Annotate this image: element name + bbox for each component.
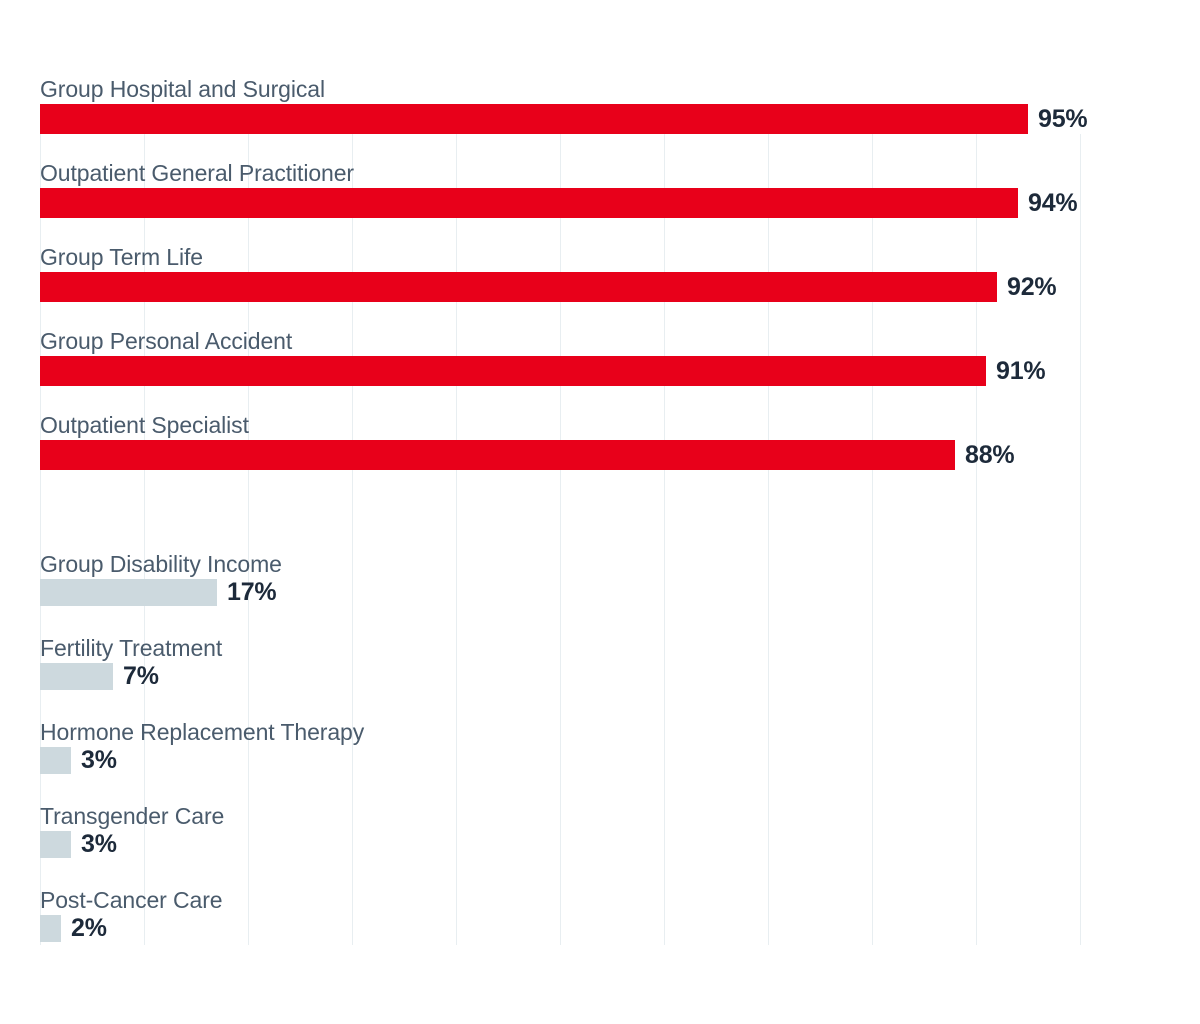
bar-line: 7% [40, 662, 1200, 690]
bar-label: Transgender Care [40, 803, 225, 829]
gridline [248, 134, 249, 945]
bar-label: Fertility Treatment [40, 635, 223, 661]
value-label: 92% [1007, 272, 1057, 301]
gridline [560, 134, 561, 945]
value-label: 95% [1038, 104, 1088, 133]
bar-label: Outpatient Specialist [40, 412, 249, 438]
bar-label: Group Disability Income [40, 551, 282, 577]
bar-line: 3% [40, 746, 1200, 774]
bar-line: 95% [40, 104, 1200, 134]
bar-label: Group Term Life [40, 244, 203, 270]
bar [40, 747, 71, 774]
gridline [456, 134, 457, 945]
bar [40, 915, 61, 942]
value-label: 3% [81, 746, 117, 774]
bar-label: Outpatient General Practitioner [40, 160, 354, 186]
bar [40, 440, 955, 470]
bar-label: Post-Cancer Care [40, 887, 223, 913]
bar-line: 91% [40, 356, 1200, 386]
bar-line: 3% [40, 830, 1200, 858]
gridline [976, 134, 977, 945]
bar-row: Outpatient General Practitioner 94% [40, 158, 1200, 218]
bar-label: Group Personal Accident [40, 328, 293, 354]
bar-label: Hormone Replacement Therapy [40, 719, 365, 745]
gridline [1080, 134, 1081, 945]
bar-row: Outpatient Specialist 88% [40, 410, 1200, 470]
bar-line: 2% [40, 914, 1200, 942]
bar-row: Group Disability Income 17% [40, 549, 1200, 606]
value-label: 94% [1028, 188, 1078, 217]
value-label: 2% [71, 914, 107, 942]
bar-row: Post-Cancer Care 2% [40, 885, 1200, 942]
bar [40, 104, 1028, 134]
bar-row: Group Personal Accident 91% [40, 326, 1200, 386]
gridline [40, 134, 41, 945]
gridline [352, 134, 353, 945]
bar-row: Hormone Replacement Therapy 3% [40, 717, 1200, 774]
gridline-layer [0, 134, 1200, 945]
bar [40, 579, 217, 606]
bar-line: 88% [40, 440, 1200, 470]
bar-row: Group Term Life 92% [40, 242, 1200, 302]
bar-row: Transgender Care 3% [40, 801, 1200, 858]
bar-row: Fertility Treatment 7% [40, 633, 1200, 690]
bar-line: 17% [40, 578, 1200, 606]
bar-line: 94% [40, 188, 1200, 218]
value-label: 17% [227, 578, 277, 606]
bar [40, 272, 997, 302]
gridline [872, 134, 873, 945]
bar-row: Group Hospital and Surgical 95% [40, 74, 1200, 134]
gridline [768, 134, 769, 945]
value-label: 88% [965, 440, 1015, 469]
bar-label: Group Hospital and Surgical [40, 76, 325, 102]
bar [40, 188, 1018, 218]
bar [40, 356, 986, 386]
gridline [664, 134, 665, 945]
value-label: 7% [123, 662, 159, 690]
bar [40, 831, 71, 858]
value-label: 91% [996, 356, 1046, 385]
gridline [144, 134, 145, 945]
bar [40, 663, 113, 690]
bar-line: 92% [40, 272, 1200, 302]
value-label: 3% [81, 830, 117, 858]
